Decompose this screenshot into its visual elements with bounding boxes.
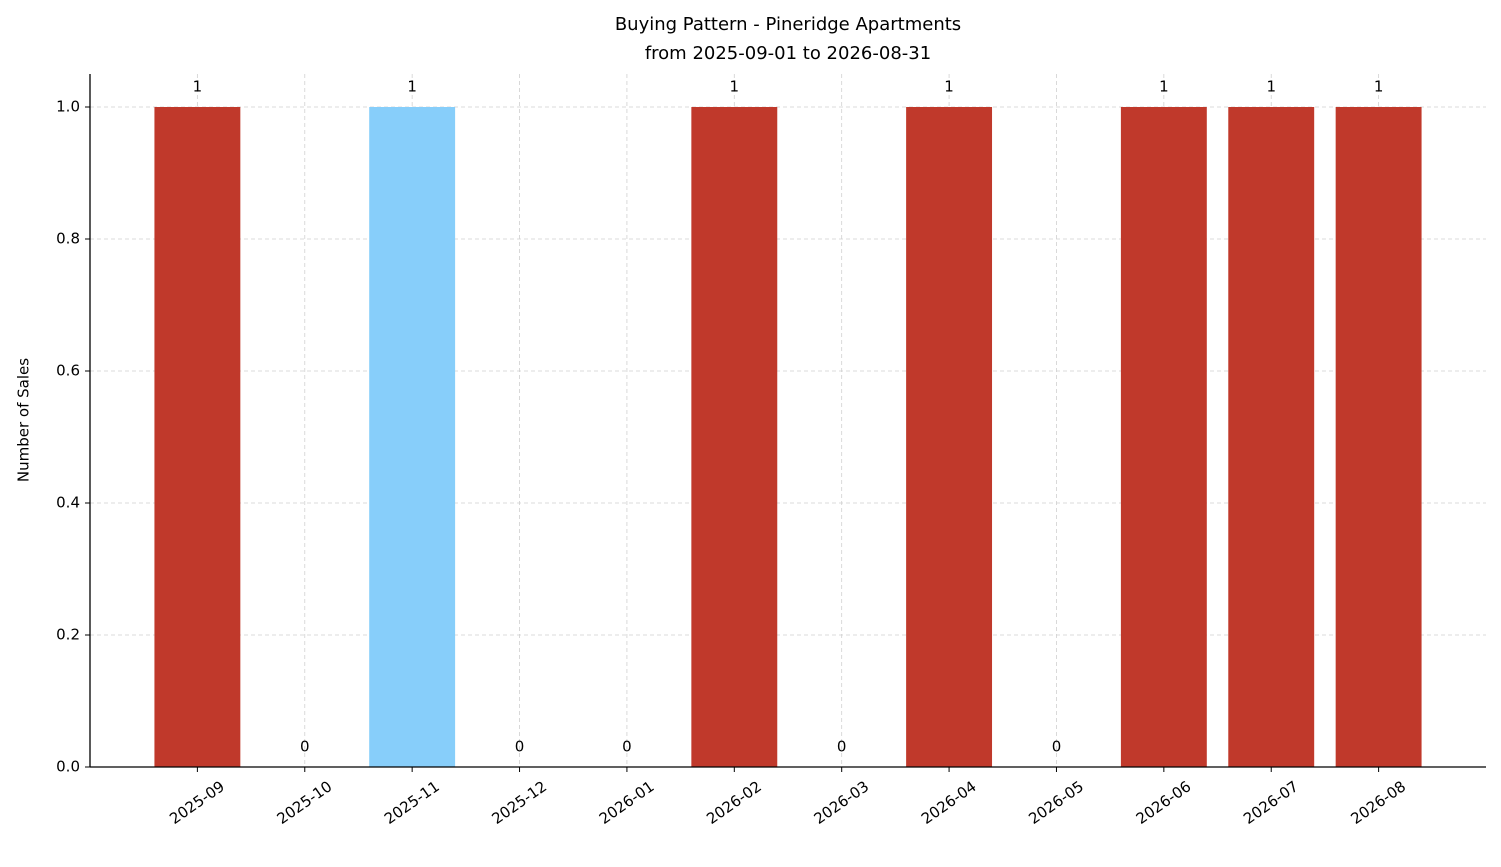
data-label: 1 bbox=[730, 78, 740, 96]
data-label: 1 bbox=[944, 78, 954, 96]
bar bbox=[1228, 107, 1315, 767]
data-label: 0 bbox=[515, 738, 525, 756]
data-label: 0 bbox=[837, 738, 847, 756]
y-tick-label: 0.8 bbox=[56, 230, 80, 248]
data-label: 1 bbox=[1374, 78, 1384, 96]
bar bbox=[154, 107, 241, 767]
data-label: 0 bbox=[622, 738, 632, 756]
bar bbox=[1335, 107, 1422, 767]
y-tick-label: 0.2 bbox=[56, 626, 80, 644]
chart-subtitle: from 2025-09-01 to 2026-08-31 bbox=[645, 43, 931, 64]
bar bbox=[1120, 107, 1207, 767]
data-label: 1 bbox=[407, 78, 417, 96]
data-label: 1 bbox=[193, 78, 203, 96]
bar bbox=[906, 107, 993, 767]
y-tick-label: 0.0 bbox=[56, 758, 80, 776]
bar bbox=[369, 107, 456, 767]
y-tick-label: 0.6 bbox=[56, 362, 80, 380]
chart-title: Buying Pattern - Pineridge Apartments bbox=[615, 14, 961, 35]
data-label: 1 bbox=[1159, 78, 1169, 96]
data-label: 0 bbox=[300, 738, 310, 756]
y-tick-label: 0.4 bbox=[56, 494, 80, 512]
y-tick-label: 1.0 bbox=[56, 98, 80, 116]
bar bbox=[691, 107, 778, 767]
y-axis-label: Number of Sales bbox=[15, 358, 33, 482]
data-label: 0 bbox=[1052, 738, 1062, 756]
data-label: 1 bbox=[1266, 78, 1276, 96]
